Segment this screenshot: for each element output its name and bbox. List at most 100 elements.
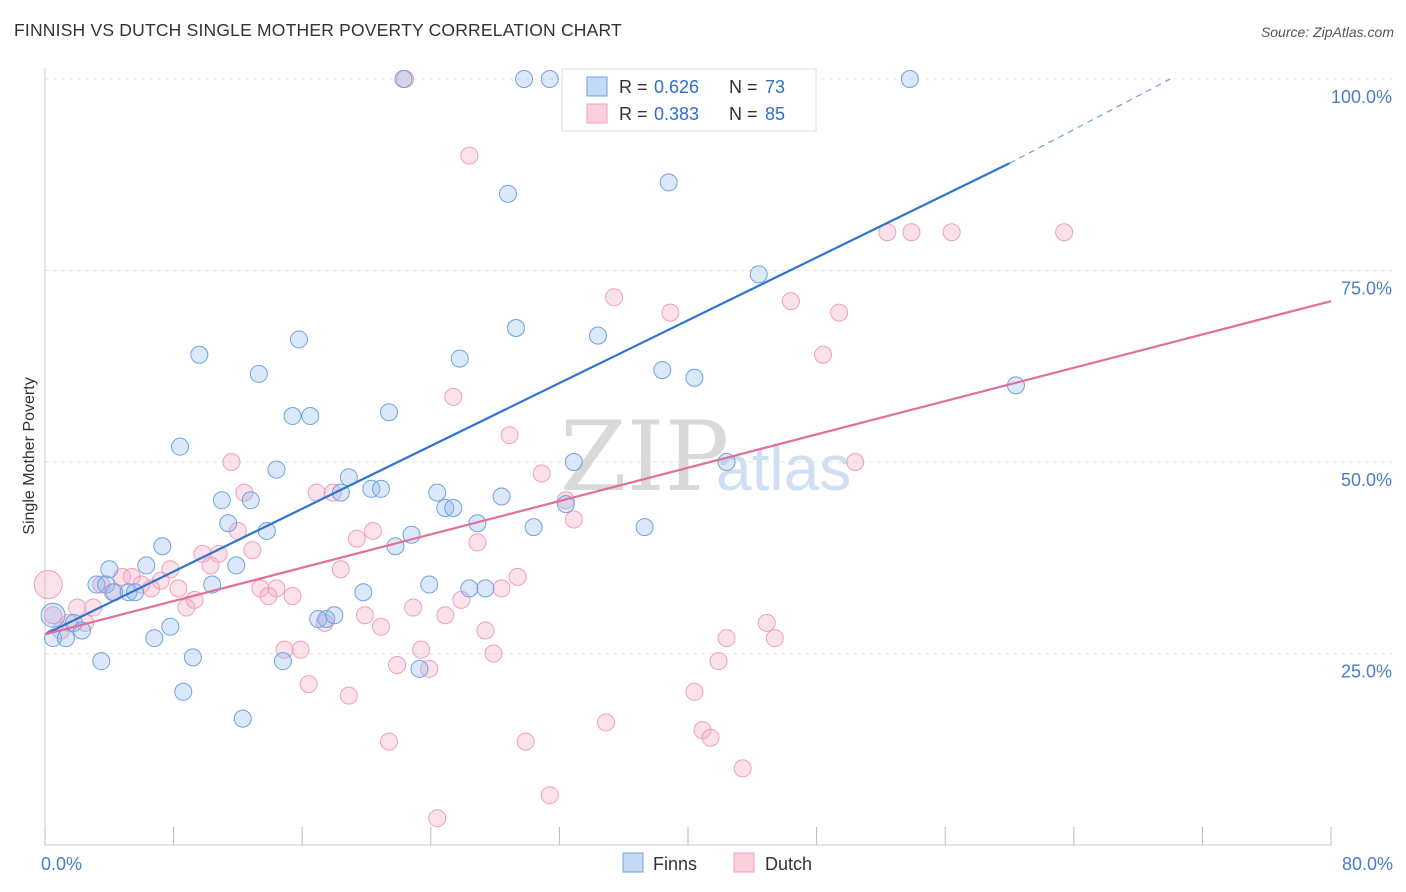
finns-point (289, 330, 308, 349)
dutch-point (355, 606, 374, 625)
legend-bottom: Finns Dutch (622, 852, 812, 874)
grid-lines (45, 78, 1392, 654)
dutch-point (781, 292, 800, 311)
finns-point (100, 560, 119, 579)
legend-finns-swatch (586, 76, 608, 97)
finns-point (380, 403, 399, 422)
dutch-point (122, 567, 141, 586)
y-tick-labels: 25.0% 50.0% 75.0% 100.0% (1331, 87, 1392, 682)
finns-point (40, 602, 66, 628)
dutch-point (516, 732, 535, 751)
axes (44, 68, 1332, 846)
dutch-point (476, 621, 495, 640)
legend-bottom-dutch-label: Dutch (765, 854, 812, 874)
finns-point (267, 460, 286, 479)
y-tick-label: 25.0% (1341, 662, 1392, 682)
finns-point (386, 537, 405, 556)
legend-finns-n-label: N = (729, 77, 758, 97)
finns-point (227, 556, 246, 575)
dutch-point (814, 345, 833, 364)
watermark: ZIP atlas (560, 401, 851, 513)
y-axis-title: Single Mother Poverty (21, 377, 38, 534)
finns-point (161, 617, 180, 636)
finns-point (506, 318, 525, 337)
dutch-point (331, 560, 350, 579)
legend-finns-r-value: 0.626 (654, 77, 699, 97)
dutch-trend-line (44, 300, 1332, 636)
dutch-point (283, 587, 302, 606)
dutch-point (564, 510, 583, 529)
dutch-point (33, 570, 63, 600)
finns-point (476, 579, 495, 598)
legend-top: R = 0.626 N = 73 R = 0.383 N = 85 (561, 68, 817, 132)
legend-bottom-finns-swatch (622, 852, 644, 873)
finns-point (137, 556, 156, 575)
dutch-point (460, 146, 479, 165)
finns-point (354, 583, 373, 602)
finns-point (749, 265, 768, 284)
watermark-zip: ZIP (560, 401, 729, 513)
dutch-point (846, 453, 865, 471)
legend-bottom-dutch-swatch (733, 852, 755, 873)
finns-point (301, 407, 320, 426)
dutch-point (492, 579, 511, 598)
dutch-point (540, 786, 559, 805)
dutch-point (267, 579, 286, 598)
finns-point (56, 629, 75, 648)
dutch-point (717, 629, 736, 648)
finns-point (515, 70, 534, 88)
finns-point (588, 326, 607, 345)
dutch-point (733, 759, 752, 778)
legend-finns-r-label: R = (619, 77, 648, 97)
finns-point (362, 479, 381, 498)
dutch-point (371, 617, 390, 636)
finns-point (394, 70, 413, 88)
legend-dutch-r-value: 0.383 (654, 104, 699, 124)
dutch-point (169, 579, 188, 598)
legend-dutch-swatch (586, 103, 608, 124)
dutch-point (701, 728, 720, 747)
finns-point (153, 537, 172, 556)
dutch-point (757, 613, 776, 632)
dutch-point (44, 606, 63, 625)
x-tick-label: 80.0% (1342, 854, 1393, 874)
finns-point (174, 682, 193, 701)
finns-point (900, 70, 919, 88)
finns-point (283, 407, 302, 426)
finns-point (685, 368, 704, 387)
dutch-point (347, 529, 366, 548)
finns-point (233, 709, 252, 728)
y-tick-label: 50.0% (1341, 470, 1392, 490)
legend-bottom-finns-label: Finns (653, 854, 697, 874)
finns-point (190, 345, 209, 364)
finns-point (498, 184, 517, 203)
finns-point (635, 518, 654, 537)
dutch-point (444, 387, 463, 406)
dutch-point (597, 713, 616, 732)
dutch-series (33, 70, 1074, 828)
dutch-point (1055, 223, 1074, 242)
finns-point (145, 629, 164, 648)
dutch-point (685, 682, 704, 701)
dutch-point (235, 483, 254, 502)
legend-dutch-n-value: 85 (765, 104, 785, 124)
source-label: Source: ZipAtlas.com (1260, 24, 1394, 40)
finns-point (249, 364, 268, 383)
dutch-point (275, 640, 294, 659)
dutch-point (209, 544, 228, 563)
finns-point (460, 579, 479, 598)
dutch-point (902, 223, 921, 242)
dutch-point (508, 567, 527, 586)
dutch-point (830, 303, 849, 322)
finns-point (444, 498, 463, 517)
finns-point (183, 648, 202, 667)
finns-point (653, 361, 672, 380)
dutch-point (380, 732, 399, 751)
trend-lines (44, 78, 1332, 636)
dutch-point (532, 464, 551, 483)
dutch-point (709, 652, 728, 671)
dutch-point (68, 598, 87, 617)
dutch-point (436, 606, 455, 625)
finns-point (212, 491, 231, 510)
